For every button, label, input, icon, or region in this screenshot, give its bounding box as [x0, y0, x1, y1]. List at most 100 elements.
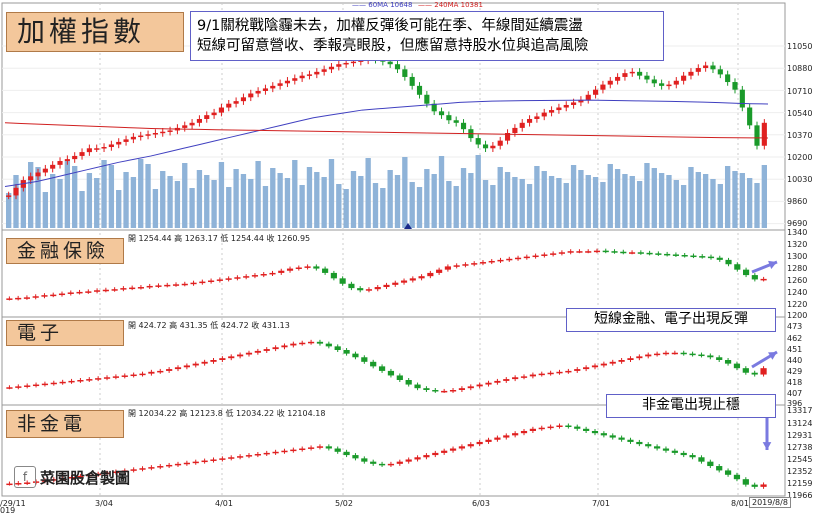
volume-bar: [240, 174, 247, 228]
candle-body: [494, 380, 501, 383]
candle-body: [529, 428, 536, 431]
candle-body: [485, 439, 492, 442]
candle-body: [716, 357, 723, 360]
candle-body: [155, 285, 162, 287]
candle-body: [299, 342, 306, 345]
candle-body: [174, 367, 182, 370]
candle-body: [365, 289, 373, 291]
candle-body: [520, 430, 528, 434]
candle-body: [622, 73, 628, 77]
candle-body: [471, 263, 478, 265]
volume-bar: [138, 159, 144, 228]
candle-body: [189, 122, 195, 126]
candle-body: [64, 159, 70, 162]
volume-bar: [724, 166, 731, 228]
candle-body: [538, 373, 545, 376]
candle-body: [671, 450, 678, 453]
candle-body: [316, 341, 324, 344]
finance-tick-label: 1280: [787, 264, 808, 273]
volume-bar: [622, 174, 628, 228]
candle-body: [703, 65, 709, 69]
candle-body: [482, 144, 489, 149]
candle-body: [547, 372, 554, 375]
candle-body: [167, 130, 173, 132]
candle-body: [629, 71, 635, 74]
candle-body: [269, 272, 276, 275]
candle-body: [166, 369, 173, 371]
candle-body: [532, 255, 539, 258]
candle-body: [77, 380, 84, 382]
candle-body: [627, 439, 634, 442]
candle-body: [512, 433, 519, 436]
candle-body: [497, 140, 503, 146]
candle-body: [556, 107, 562, 111]
candle-body: [59, 381, 66, 384]
candle-body: [32, 296, 39, 298]
electronics-ohlc: 開 424.72 高 431.35 低 424.72 收 431.13: [128, 321, 290, 330]
main-tick-label: 10710: [787, 87, 813, 96]
candle-body: [325, 446, 332, 449]
candle-body: [441, 390, 448, 393]
volume-bar: [526, 184, 533, 228]
candle-body: [183, 365, 190, 368]
watermark-logo-icon: f: [14, 466, 36, 488]
candle-body: [583, 367, 590, 370]
volume-bar: [402, 157, 408, 228]
volume-bar: [702, 174, 709, 228]
candle-body: [574, 426, 581, 429]
candle-body: [164, 284, 171, 287]
candle-body: [72, 155, 78, 160]
candle-body: [281, 450, 288, 453]
candle-body: [409, 76, 415, 86]
candle-body: [357, 288, 364, 291]
candle-body: [219, 458, 226, 460]
candle-body: [618, 437, 625, 440]
volume-bar: [101, 160, 107, 228]
volume-bar: [651, 168, 657, 228]
candle-body: [237, 354, 244, 357]
candle-body: [116, 141, 122, 145]
volume-bar: [255, 161, 261, 228]
nonfin-tick-label: 12545: [787, 455, 813, 464]
x-date-label: 5/02: [335, 499, 353, 508]
candle-body: [664, 253, 671, 256]
volume-bar: [534, 166, 540, 228]
volume-bar: [196, 170, 203, 228]
volume-bar: [380, 188, 386, 228]
candle-body: [67, 292, 74, 294]
candle-body: [707, 355, 714, 358]
candle-body: [497, 259, 504, 262]
triangle-marker-icon: [404, 223, 412, 229]
candle-body: [370, 361, 377, 367]
candle-body: [653, 353, 661, 356]
candle-body: [58, 293, 66, 296]
main-tick-label: 9860: [787, 197, 808, 206]
main-tick-label: 10370: [787, 131, 813, 140]
volume-bar: [761, 165, 767, 228]
candle-body: [646, 252, 653, 255]
candle-body: [567, 251, 574, 253]
x-date-label: 6/03: [472, 499, 490, 508]
volume-bar: [218, 162, 225, 228]
candle-body: [760, 484, 767, 487]
candle-body: [370, 461, 377, 464]
candle-body: [68, 380, 75, 383]
volume-bar: [438, 156, 445, 228]
candle-body: [688, 71, 694, 76]
volume-bar: [746, 178, 753, 228]
candle-body: [334, 448, 341, 452]
candle-body: [681, 255, 688, 257]
volume-bar: [424, 169, 430, 228]
candle-body: [210, 459, 217, 461]
volume-bar: [299, 185, 305, 228]
candle-body: [148, 467, 155, 469]
candle-body: [520, 376, 528, 378]
candle-body: [95, 473, 102, 476]
candle-body: [210, 360, 217, 362]
candle-body: [618, 360, 625, 362]
candle-body: [565, 425, 572, 428]
candle-body: [538, 427, 545, 430]
candle-body: [637, 71, 643, 76]
candle-body: [24, 482, 31, 484]
candle-body: [225, 278, 232, 280]
